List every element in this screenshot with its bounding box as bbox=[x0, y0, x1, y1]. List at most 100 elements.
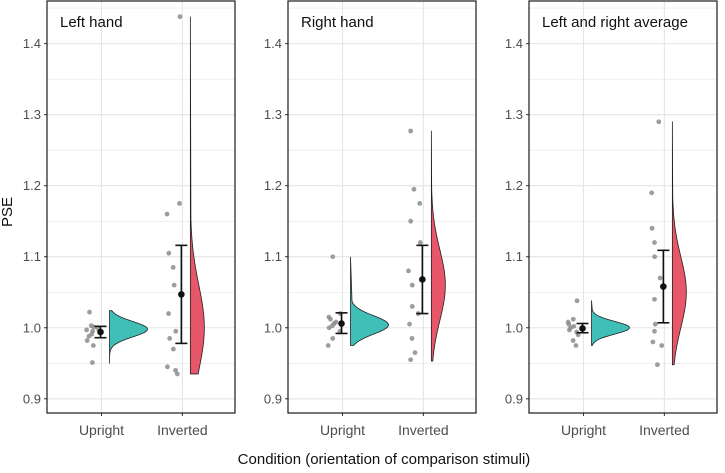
y-tick-label: 1.4 bbox=[505, 36, 523, 51]
density-upright bbox=[591, 300, 630, 346]
data-point bbox=[325, 343, 331, 348]
density-inverted bbox=[671, 121, 687, 366]
data-point bbox=[170, 346, 176, 352]
data-point bbox=[652, 296, 657, 302]
y-tick-label: 0.9 bbox=[505, 391, 523, 406]
density-inverted bbox=[430, 130, 446, 362]
mean-point bbox=[178, 291, 185, 298]
data-point bbox=[330, 336, 336, 341]
panel-title: Left hand bbox=[60, 14, 123, 31]
x-tick-label: Inverted bbox=[639, 422, 690, 438]
data-point bbox=[408, 357, 414, 363]
data-point bbox=[333, 319, 339, 325]
data-point bbox=[570, 338, 576, 343]
data-point bbox=[177, 14, 183, 20]
data-point bbox=[326, 314, 332, 320]
data-point bbox=[84, 338, 90, 343]
y-tick-label: 0.9 bbox=[264, 391, 282, 406]
data-point bbox=[166, 250, 172, 256]
data-point bbox=[417, 240, 423, 245]
data-point bbox=[656, 119, 662, 125]
mean-point bbox=[660, 283, 667, 290]
y-tick-label: 1.1 bbox=[264, 249, 282, 264]
x-tick-label: Inverted bbox=[157, 422, 208, 438]
y-tick-label: 1.0 bbox=[23, 320, 41, 335]
mean-point bbox=[579, 325, 586, 332]
data-point bbox=[174, 371, 180, 377]
x-tick-label: Inverted bbox=[398, 422, 449, 438]
mean-point bbox=[419, 276, 426, 283]
panel-frame bbox=[528, 0, 718, 414]
panels: 0.9 1.0 1.1 1.2 1.3 1.4 Upright Inverted Left ha… bbox=[23, 0, 718, 438]
data-point bbox=[173, 367, 178, 373]
density-upright bbox=[350, 256, 389, 346]
data-point bbox=[171, 282, 177, 288]
data-point bbox=[649, 225, 655, 231]
panel-frame bbox=[287, 0, 477, 414]
data-point bbox=[571, 323, 577, 329]
data-point bbox=[652, 240, 657, 245]
x-tick-label: Upright bbox=[320, 422, 365, 438]
panel-frame bbox=[46, 0, 236, 414]
panel-title: Left and right average bbox=[542, 14, 688, 31]
y-tick-label: 1.3 bbox=[23, 107, 41, 122]
data-point bbox=[89, 360, 95, 365]
data-point bbox=[417, 201, 423, 206]
y-tick-label: 1.4 bbox=[23, 36, 41, 51]
data-point bbox=[406, 268, 411, 274]
y-tick-label: 1.0 bbox=[505, 320, 523, 335]
data-point bbox=[87, 309, 92, 315]
data-point bbox=[408, 218, 414, 224]
y-tick-label: 1.0 bbox=[264, 320, 282, 335]
y-tick-label: 1.1 bbox=[505, 249, 523, 264]
x-axis-label: Condition (orientation of comparison sti… bbox=[238, 451, 531, 468]
y-tick-label: 1.3 bbox=[264, 107, 282, 122]
data-point bbox=[166, 311, 171, 316]
y-tick-label: 1.3 bbox=[505, 107, 523, 122]
y-tick-label: 1.1 bbox=[23, 249, 41, 264]
data-point bbox=[652, 254, 658, 260]
y-tick-label: 0.9 bbox=[23, 391, 41, 406]
y-tick-label: 1.2 bbox=[505, 178, 523, 193]
data-point bbox=[177, 201, 182, 206]
panel-1: 0.9 1.0 1.1 1.2 1.3 1.4 Upright Inverted Left ha… bbox=[23, 0, 236, 438]
data-point bbox=[570, 316, 576, 322]
x-tick-label: Upright bbox=[561, 422, 606, 438]
y-tick-label: 1.2 bbox=[23, 178, 41, 193]
data-point bbox=[411, 186, 417, 192]
data-point bbox=[565, 319, 571, 325]
data-point bbox=[650, 339, 656, 345]
data-point bbox=[408, 128, 414, 134]
data-point bbox=[407, 321, 412, 327]
data-point bbox=[659, 343, 665, 348]
data-point bbox=[165, 364, 170, 370]
y-tick-label: 1.4 bbox=[264, 36, 282, 51]
panel-3: 0.9 1.0 1.1 1.2 1.3 1.4 Upright Inverted Left an… bbox=[505, 0, 718, 438]
data-point bbox=[409, 304, 415, 309]
data-point bbox=[170, 264, 176, 270]
data-point bbox=[173, 328, 179, 334]
data-point bbox=[574, 298, 580, 304]
data-point bbox=[657, 275, 663, 281]
x-tick-label: Upright bbox=[79, 422, 124, 438]
data-point bbox=[409, 336, 415, 341]
data-point bbox=[88, 323, 94, 329]
density-inverted bbox=[189, 16, 205, 375]
data-point bbox=[409, 282, 415, 288]
density-upright bbox=[109, 310, 148, 364]
data-point bbox=[84, 327, 90, 333]
data-point bbox=[652, 328, 657, 334]
mean-point bbox=[338, 320, 345, 327]
data-point bbox=[412, 350, 418, 356]
data-point bbox=[573, 343, 579, 348]
data-point bbox=[652, 321, 658, 327]
data-point bbox=[167, 336, 173, 341]
data-point bbox=[90, 343, 96, 348]
panel-2: 0.9 1.0 1.1 1.2 1.3 1.4 Upright Inverted Right h… bbox=[264, 0, 477, 438]
data-point bbox=[649, 190, 655, 196]
panel-title: Right hand bbox=[301, 14, 374, 31]
data-point bbox=[655, 362, 660, 368]
mean-point bbox=[97, 328, 104, 336]
data-point bbox=[330, 254, 336, 260]
